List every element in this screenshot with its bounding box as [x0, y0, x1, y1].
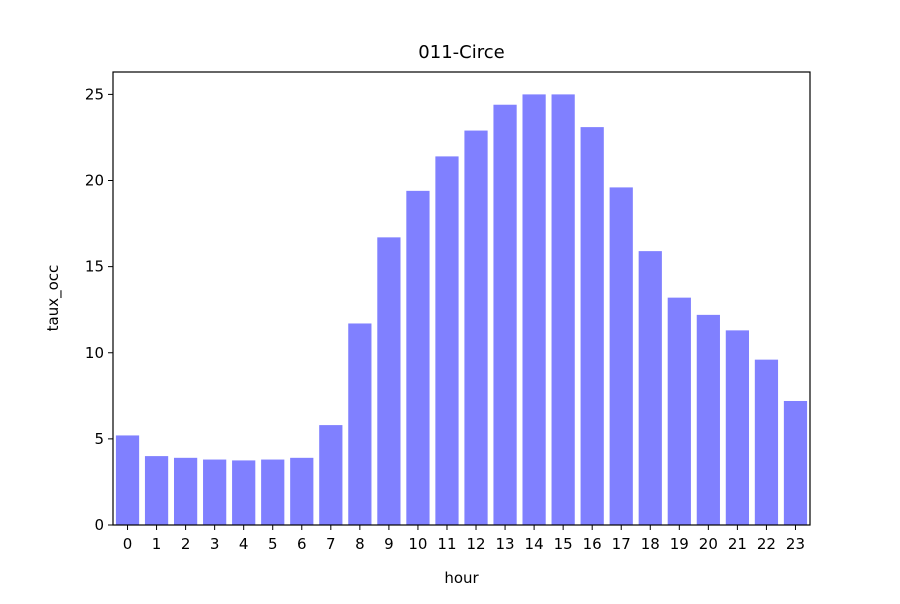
- bar-hour-23: [783, 400, 808, 525]
- x-tick-label: 5: [268, 535, 278, 553]
- bar-hour-15: [551, 94, 575, 525]
- x-tick-label: 1: [152, 535, 162, 553]
- bar-hour-12: [464, 130, 488, 525]
- bar-hour-22: [754, 359, 779, 525]
- x-tick-label: 16: [583, 535, 602, 553]
- x-tick-label: 11: [437, 535, 456, 553]
- bar-hour-2: [173, 457, 198, 525]
- bar-hour-8: [348, 323, 372, 525]
- bar-hour-11: [435, 156, 459, 526]
- x-tick-label: 18: [641, 535, 660, 553]
- bar-hour-17: [609, 187, 633, 525]
- bar-hour-6: [290, 457, 314, 525]
- x-tick-label: 7: [326, 535, 336, 553]
- bar-hour-19: [667, 297, 691, 525]
- bar-hour-7: [319, 425, 343, 525]
- y-tick-label: 25: [85, 85, 104, 103]
- x-tick-label: 19: [670, 535, 689, 553]
- x-tick-label: 17: [612, 535, 631, 553]
- x-tick-label: 12: [466, 535, 485, 553]
- bar-hour-20: [696, 314, 720, 525]
- bar-hour-18: [638, 251, 662, 525]
- bar-hour-5: [261, 459, 285, 525]
- x-tick-label: 20: [699, 535, 718, 553]
- bar-hour-0: [115, 435, 140, 525]
- x-tick-label: 15: [554, 535, 573, 553]
- chart-title: 011-Circe: [418, 42, 504, 63]
- x-axis-label: hour: [444, 569, 479, 587]
- x-tick-label: 0: [123, 535, 133, 553]
- bar-hour-21: [725, 330, 750, 525]
- x-axis: 0 1 2 3 4 5 6 7 8 9 10 11 12 13 14 15 16 17 18 19 20 21 22 23: [123, 525, 805, 553]
- bar-hour-9: [377, 237, 401, 525]
- x-tick-label: 13: [496, 535, 515, 553]
- y-tick-label: 10: [85, 344, 104, 362]
- x-tick-label: 14: [525, 535, 544, 553]
- bar-hour-4: [232, 460, 256, 525]
- y-tick-label: 5: [94, 430, 104, 448]
- x-tick-label: 10: [408, 535, 427, 553]
- y-axis-label: taux_occ: [44, 265, 63, 332]
- x-tick-label: 6: [297, 535, 307, 553]
- x-tick-label: 9: [384, 535, 394, 553]
- x-tick-label: 2: [181, 535, 191, 553]
- bar-hour-16: [580, 127, 604, 526]
- bars-group: [115, 94, 808, 526]
- bar-hour-10: [406, 190, 430, 526]
- x-tick-label: 4: [239, 535, 249, 553]
- bar-hour-14: [522, 94, 546, 525]
- plot-frame: [112, 71, 811, 526]
- x-tick-label: 8: [355, 535, 365, 553]
- bar-hour-13: [493, 104, 517, 526]
- y-tick-label: 15: [85, 258, 104, 276]
- y-tick-label: 20: [85, 172, 104, 190]
- y-tick-label: 0: [94, 516, 104, 534]
- x-tick-label: 22: [757, 535, 776, 553]
- bar-hour-1: [144, 456, 169, 525]
- x-tick-label: 21: [728, 535, 747, 553]
- y-axis: 0 5 10 15 20 25: [85, 85, 113, 534]
- x-tick-label: 23: [786, 535, 805, 553]
- bar-hour-3: [203, 459, 227, 525]
- x-tick-label: 3: [210, 535, 220, 553]
